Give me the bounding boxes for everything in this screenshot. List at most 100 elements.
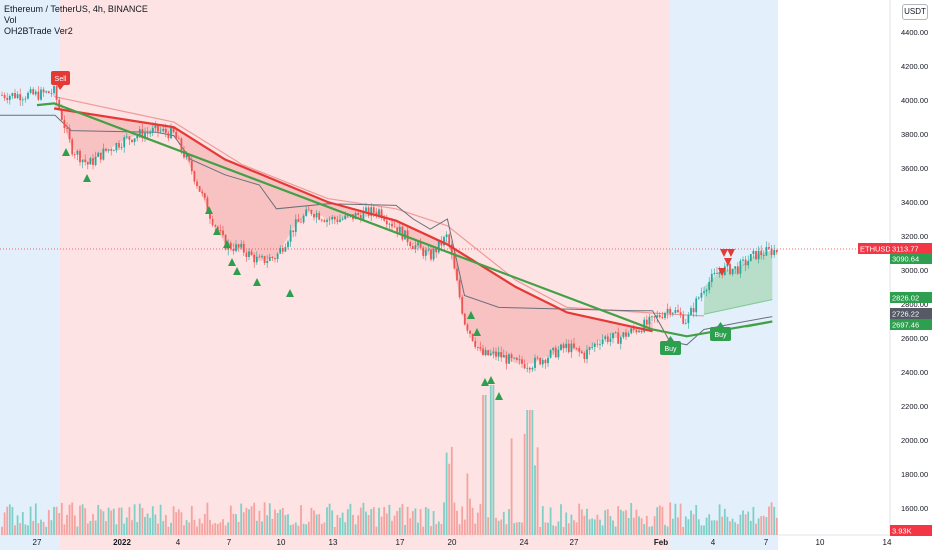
volume-bar bbox=[645, 515, 648, 535]
volume-bar bbox=[281, 507, 284, 535]
volume-bar bbox=[682, 526, 685, 535]
price-tick-label: 2200.00 bbox=[901, 402, 928, 411]
volume-bar bbox=[328, 503, 331, 535]
volume-bar bbox=[443, 502, 445, 535]
candle-body bbox=[687, 315, 690, 324]
volume-bar bbox=[248, 509, 250, 535]
volume-indicator-label[interactable]: Vol bbox=[4, 15, 17, 25]
candle-body bbox=[768, 247, 770, 249]
time-tick-label: 24 bbox=[520, 538, 529, 547]
candle-body bbox=[40, 89, 42, 100]
volume-bar bbox=[651, 526, 653, 535]
candle-body bbox=[664, 312, 666, 318]
ema-price-tag: 3090.64 bbox=[892, 255, 919, 264]
volume-bar bbox=[237, 521, 240, 535]
candle-body bbox=[326, 219, 328, 222]
volume-bar bbox=[614, 526, 617, 535]
candle-body bbox=[3, 95, 6, 98]
candle-body bbox=[419, 242, 422, 248]
candle-body bbox=[224, 235, 227, 250]
time-tick-label: 27 bbox=[570, 538, 579, 547]
candle-body bbox=[105, 148, 107, 151]
volume-bar bbox=[110, 510, 113, 535]
buy-signal-pointer bbox=[667, 336, 674, 341]
volume-bar bbox=[632, 517, 635, 535]
volume-bar bbox=[240, 503, 243, 535]
volume-bar bbox=[250, 506, 253, 535]
candle-body bbox=[193, 171, 196, 182]
candle-body bbox=[167, 133, 170, 139]
volume-bar bbox=[666, 526, 669, 535]
volume-bar bbox=[102, 511, 105, 535]
candle-body bbox=[414, 245, 417, 249]
volume-bar bbox=[58, 512, 61, 535]
volume-bar bbox=[687, 519, 690, 535]
candle-body bbox=[274, 258, 276, 260]
volume-bar bbox=[29, 506, 32, 535]
volume-bar bbox=[606, 509, 609, 535]
volume-bar bbox=[170, 522, 172, 535]
volume-bar bbox=[643, 524, 646, 535]
candle-body bbox=[466, 324, 469, 331]
candle-body bbox=[370, 207, 373, 216]
candle-body bbox=[601, 339, 604, 345]
candle-body bbox=[502, 355, 505, 358]
price-tick-label: 4400.00 bbox=[901, 28, 928, 37]
candle-body bbox=[123, 137, 126, 148]
candle-body bbox=[396, 227, 399, 233]
price-tick-label: 2400.00 bbox=[901, 368, 928, 377]
candle-body bbox=[554, 347, 557, 358]
volume-bar bbox=[404, 524, 406, 535]
volume-bar bbox=[435, 524, 438, 535]
candle-body bbox=[201, 191, 204, 194]
volume-bar bbox=[287, 514, 289, 535]
last-price-tag: 3113.77 bbox=[892, 245, 919, 254]
candle-body bbox=[60, 108, 63, 120]
time-tick-label: 7 bbox=[227, 538, 232, 547]
candle-body bbox=[362, 211, 365, 220]
candle-body bbox=[79, 150, 81, 163]
volume-bar bbox=[684, 516, 687, 535]
candle-body bbox=[456, 268, 458, 281]
candle-body bbox=[443, 236, 445, 246]
volume-bar bbox=[489, 385, 492, 535]
candle-body bbox=[32, 89, 35, 95]
candle-body bbox=[726, 263, 729, 267]
currency-unit-button[interactable]: USDT bbox=[902, 4, 928, 20]
buy-arrow-icon bbox=[233, 267, 241, 275]
volume-bar bbox=[292, 524, 295, 535]
volume-bar bbox=[34, 503, 37, 535]
time-tick-label: 17 bbox=[396, 538, 405, 547]
volume-bar bbox=[721, 516, 724, 535]
candle-body bbox=[705, 290, 708, 292]
volume-bar bbox=[630, 503, 633, 535]
symbol-title[interactable]: Ethereum / TetherUS, 4h, BINANCE bbox=[4, 4, 148, 14]
candle-body bbox=[489, 353, 492, 356]
volume-bar bbox=[112, 508, 115, 535]
candle-body bbox=[627, 333, 630, 337]
volume-bar bbox=[190, 505, 193, 535]
volume-bar bbox=[658, 505, 661, 535]
stop-price-tag-bg bbox=[890, 308, 932, 319]
candle-body bbox=[71, 139, 74, 155]
candle-body bbox=[635, 329, 638, 333]
volume-bar bbox=[331, 510, 334, 535]
volume-bar bbox=[575, 522, 578, 535]
green-ema-price-tag: 2697.46 bbox=[892, 321, 919, 330]
candle-body bbox=[487, 350, 490, 356]
volume-bar bbox=[705, 517, 708, 535]
candle-body bbox=[27, 92, 29, 99]
volume-bar bbox=[92, 514, 94, 535]
custom-indicator-label[interactable]: OH2BTrade Ver2 bbox=[4, 26, 73, 36]
volume-bar bbox=[440, 524, 443, 535]
candle-body bbox=[760, 250, 763, 256]
volume-bar bbox=[461, 506, 464, 535]
candle-body bbox=[383, 217, 386, 221]
volume-bar bbox=[307, 521, 310, 535]
candle-body bbox=[110, 149, 113, 151]
candle-body bbox=[300, 221, 302, 223]
candle-body bbox=[175, 131, 178, 139]
volume-bar bbox=[235, 514, 237, 535]
